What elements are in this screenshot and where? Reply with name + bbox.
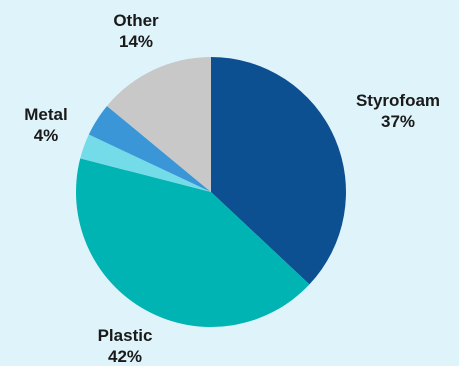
label-other-name: Other <box>113 11 159 30</box>
label-plastic-value: 42% <box>107 347 143 366</box>
label-other: Other 14% <box>96 10 176 52</box>
label-plastic-name: Plastic <box>97 326 153 345</box>
pie-slice-styrofoam <box>211 57 346 285</box>
pie-slice-other <box>106 57 211 192</box>
pie-slice-unlabeled-2 <box>80 134 212 192</box>
label-styrofoam-name: Styrofoam <box>355 91 441 110</box>
label-metal: Metal 4% <box>8 104 84 146</box>
pie-slice-metal <box>88 105 211 192</box>
label-other-value: 14% <box>118 32 154 51</box>
label-metal-name: Metal <box>24 105 68 124</box>
label-styrofoam-value: 37% <box>380 112 416 131</box>
pie-slice-plastic <box>76 158 310 327</box>
label-styrofoam: Styrofoam 37% <box>338 90 458 132</box>
label-plastic: Plastic 42% <box>75 325 175 367</box>
label-metal-value: 4% <box>33 126 59 145</box>
